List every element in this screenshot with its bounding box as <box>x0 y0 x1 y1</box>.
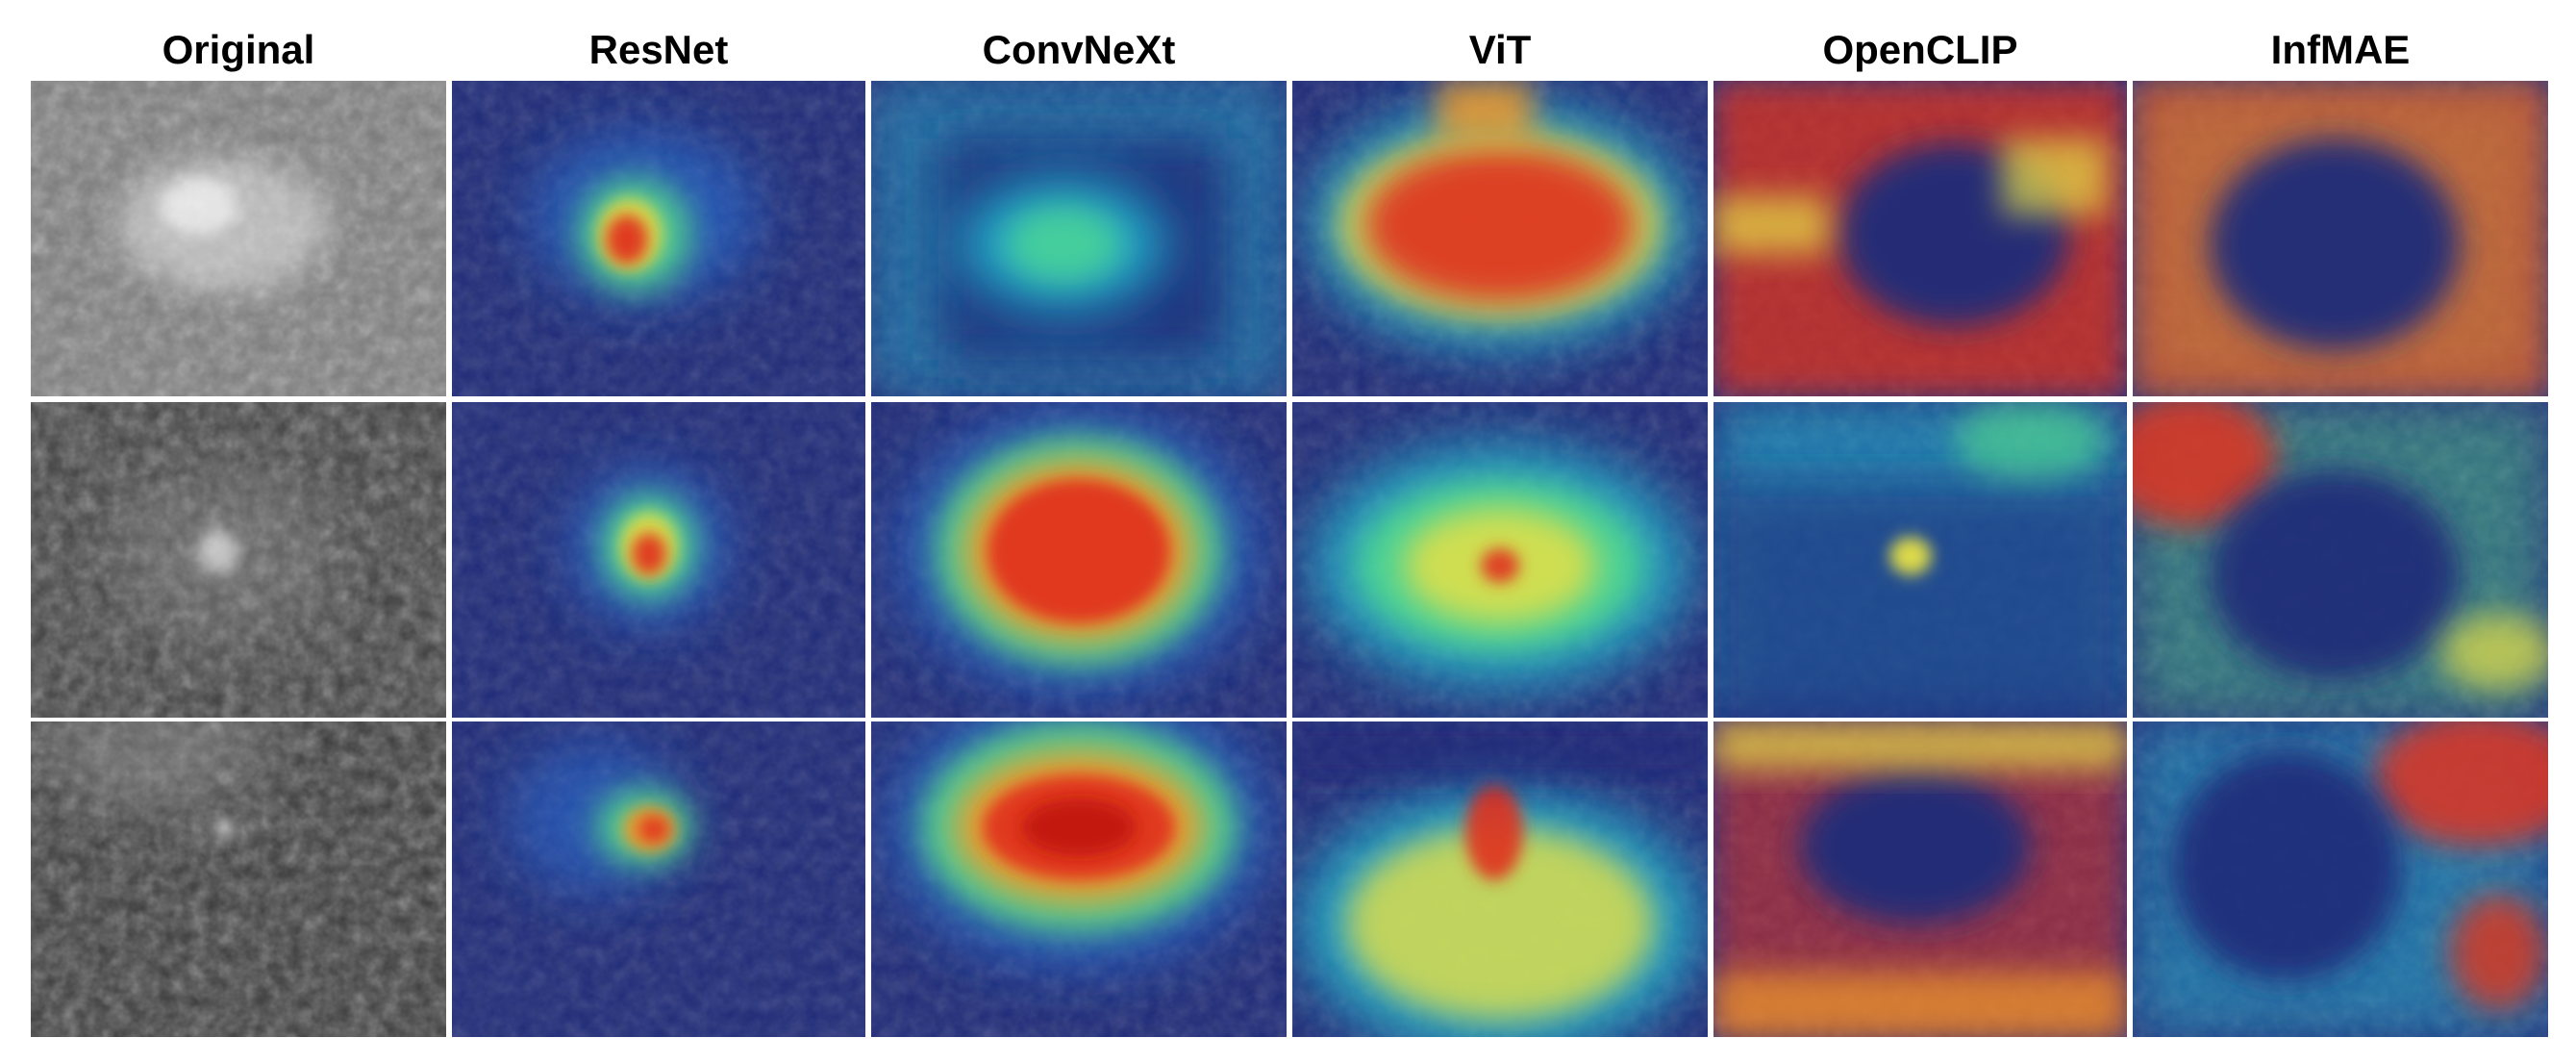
tile-original-row-3 <box>31 721 446 1037</box>
column-header-vit: ViT <box>1468 27 1532 72</box>
column-header-original: Original <box>162 27 315 72</box>
tile-resnet-row-1 <box>452 81 865 396</box>
tile-openclip-row-1 <box>1713 81 2127 396</box>
column-header-openclip: OpenCLIP <box>1822 27 2018 72</box>
tile-infmae-row-3 <box>2133 721 2548 1037</box>
tile-vit-row-2 <box>1292 402 1708 718</box>
tile-resnet-row-3 <box>452 721 865 1037</box>
tile-convnext-row-2 <box>871 402 1287 718</box>
tile-vit-row-1 <box>1292 81 1708 396</box>
tile-vit-row-3 <box>1292 721 1708 1037</box>
tile-openclip-row-3 <box>1713 721 2127 1037</box>
column-header-infmae: InfMAE <box>2270 27 2411 72</box>
tile-original-row-1 <box>31 81 446 396</box>
tile-original-row-2 <box>31 402 446 718</box>
tile-convnext-row-3 <box>871 721 1287 1037</box>
tile-convnext-row-1 <box>871 81 1287 396</box>
tile-resnet-row-2 <box>452 402 865 718</box>
tile-openclip-row-2 <box>1713 402 2127 718</box>
column-header-resnet: ResNet <box>588 27 729 72</box>
tile-infmae-row-1 <box>2133 81 2548 396</box>
column-header-convnext: ConvNeXt <box>982 27 1176 72</box>
tile-infmae-row-2 <box>2133 402 2548 718</box>
